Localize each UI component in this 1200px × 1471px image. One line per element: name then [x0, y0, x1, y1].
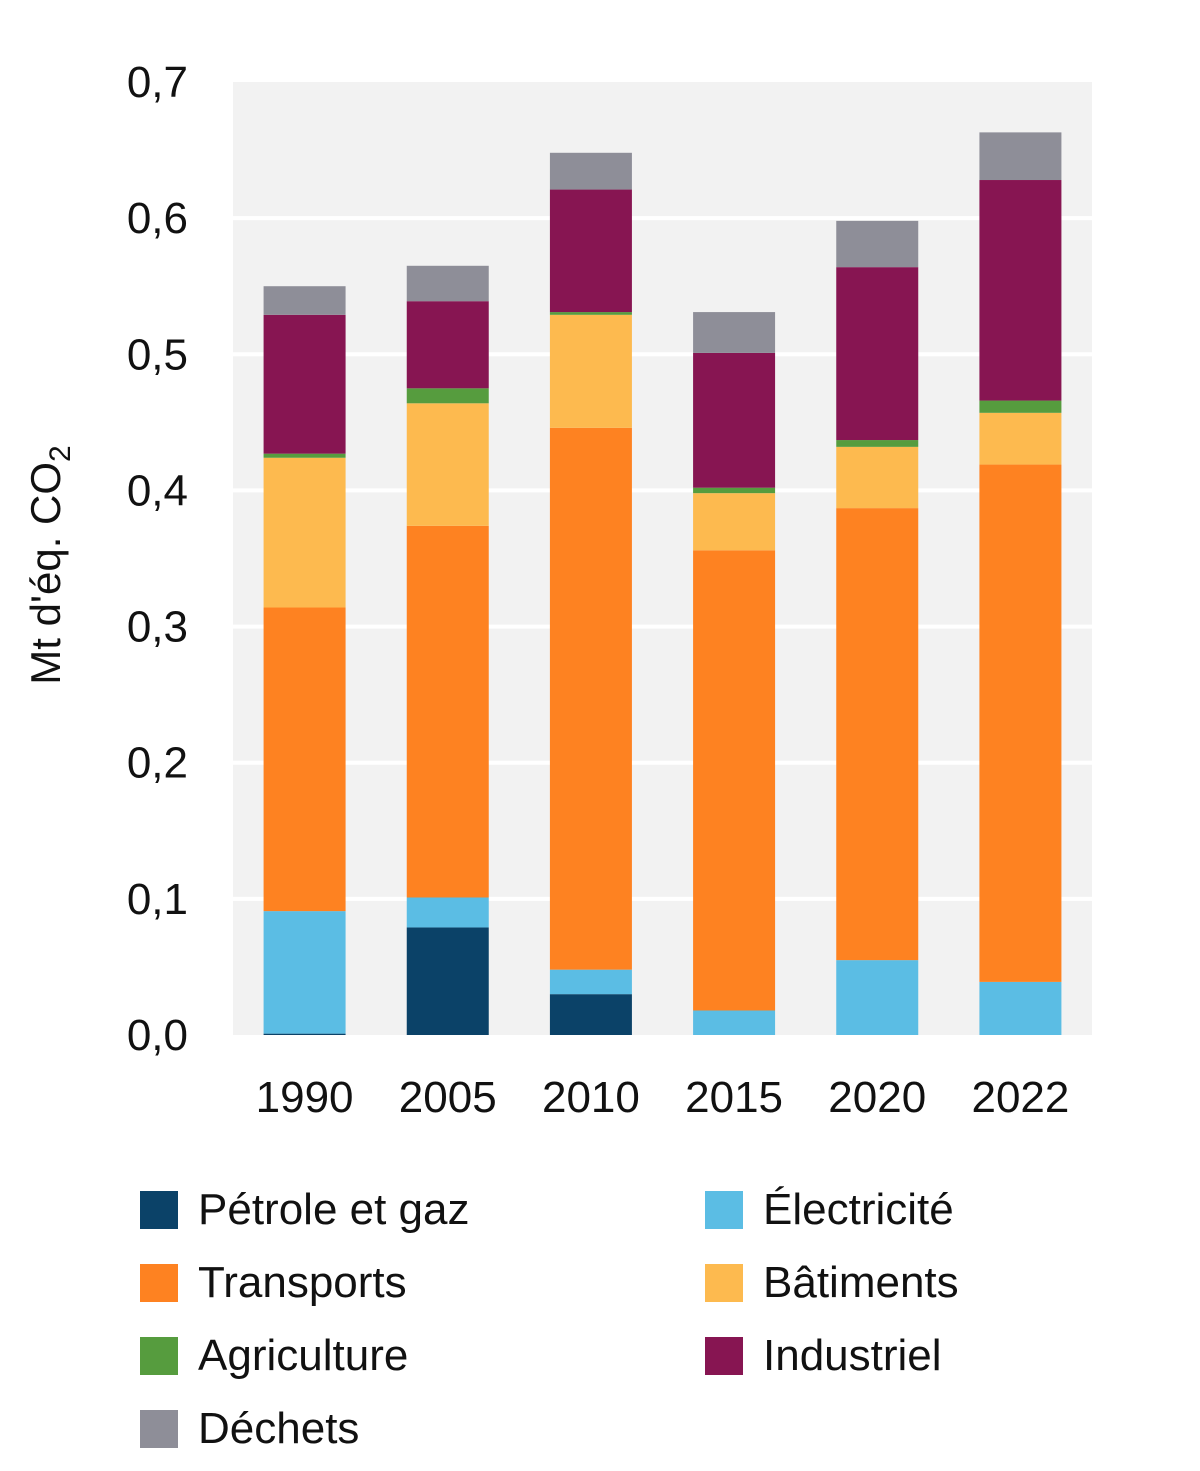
bar-segment: [406, 927, 489, 1035]
y-tick-label: 0,3: [127, 603, 188, 652]
legend-label: Industriel: [763, 1331, 942, 1380]
bar-segment: [263, 911, 346, 1034]
bar-segment: [263, 607, 346, 912]
x-tick-label: 2010: [542, 1073, 640, 1122]
legend-swatch: [140, 1264, 178, 1302]
bar-segment: [979, 132, 1062, 181]
bar-segment: [693, 550, 776, 1011]
x-axis-ticks: 1990 2005 2010 2015 2020 2022: [256, 1073, 1070, 1122]
bar-segment: [836, 508, 919, 961]
legend-swatch: [705, 1337, 743, 1375]
bar-segment: [263, 286, 346, 315]
bar-segment: [406, 403, 489, 526]
bar-segment: [836, 960, 919, 1035]
bar-segment: [979, 981, 1062, 1035]
bar-segment: [263, 453, 346, 458]
bar-segment: [549, 427, 632, 970]
bar-segment: [549, 994, 632, 1035]
y-axis-label: Mt d'éq. CO2: [22, 445, 77, 684]
legend-swatch: [140, 1191, 178, 1229]
bar-segment: [406, 265, 489, 302]
bar-segment: [406, 388, 489, 404]
y-tick-label: 0,1: [127, 875, 188, 924]
bar-segment: [979, 180, 1062, 401]
legend-swatch: [705, 1264, 743, 1302]
bar-segment: [263, 457, 346, 608]
bar-segment: [979, 412, 1062, 465]
bar-segment: [406, 897, 489, 928]
y-tick-label: 0,2: [127, 739, 188, 788]
legend-label: Bâtiments: [763, 1258, 959, 1307]
bar-segment: [406, 525, 489, 898]
bar-segment: [836, 446, 919, 509]
bar-segment: [693, 1010, 776, 1035]
y-tick-label: 0,0: [127, 1011, 188, 1060]
legend-item: Déchets: [140, 1399, 359, 1459]
bar-segment: [263, 314, 346, 454]
y-tick-label: 0,4: [127, 466, 188, 515]
x-tick-label: 2005: [399, 1073, 497, 1122]
legend-label: Déchets: [198, 1404, 360, 1453]
x-tick-label: 2022: [971, 1073, 1069, 1122]
legend-label: Transports: [198, 1258, 407, 1307]
bar-segment: [549, 312, 632, 315]
gridlines: [233, 216, 1092, 901]
bar-segment: [836, 440, 919, 447]
y-tick-label: 0,5: [127, 330, 188, 379]
bar-segment: [693, 487, 776, 494]
legend-item: Transports: [140, 1253, 407, 1313]
bar-segment: [836, 267, 919, 441]
x-tick-label: 1990: [256, 1073, 354, 1122]
bar-segment: [549, 152, 632, 190]
bar-segment: [693, 493, 776, 551]
bar-segment: [979, 400, 1062, 413]
legend-label: Agriculture: [198, 1331, 409, 1380]
legend-label: Électricité: [763, 1185, 954, 1234]
legend-swatch: [140, 1410, 178, 1448]
stacked-bar-chart: 0,0 0,1 0,2 0,3 0,4 0,5 0,6 0,7 1990 2005 2010 201…: [22, 58, 1092, 1122]
y-tick-label: 0,6: [127, 194, 188, 243]
bar-segment: [263, 1033, 346, 1035]
bar-segment: [979, 464, 1062, 982]
bar-segment: [549, 314, 632, 428]
bar-segment: [836, 220, 919, 268]
legend-item: Bâtiments: [705, 1253, 959, 1313]
x-tick-label: 2015: [685, 1073, 783, 1122]
y-tick-label: 0,7: [127, 58, 188, 107]
legend-swatch: [140, 1337, 178, 1375]
x-tick-label: 2020: [828, 1073, 926, 1122]
bar-segment: [549, 969, 632, 995]
legend-item: Industriel: [705, 1326, 942, 1386]
bar-segment: [693, 312, 776, 353]
y-axis-ticks: 0,0 0,1 0,2 0,3 0,4 0,5 0,6 0,7: [127, 58, 188, 1060]
bar-segment: [549, 189, 632, 313]
legend-item: Pétrole et gaz: [140, 1180, 470, 1240]
legend-item: Agriculture: [140, 1326, 408, 1386]
bar-segment: [693, 352, 776, 488]
legend-label: Pétrole et gaz: [198, 1185, 470, 1234]
plot-background: [233, 82, 1092, 1035]
legend-item: Électricité: [705, 1180, 954, 1240]
bar-segment: [406, 301, 489, 389]
legend-swatch: [705, 1191, 743, 1229]
bars: [263, 132, 1062, 1035]
